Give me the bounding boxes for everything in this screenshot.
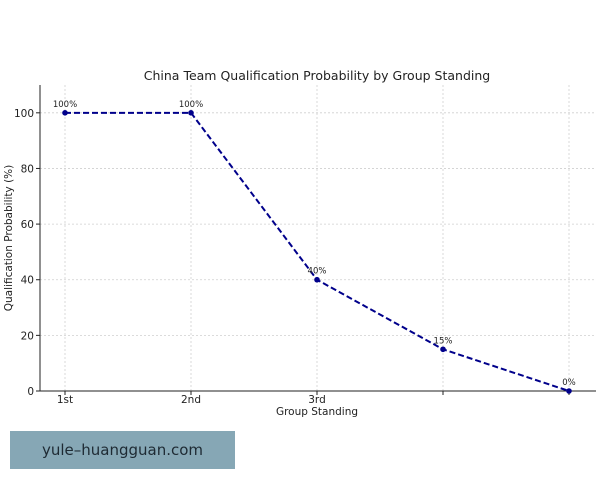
data-point: [440, 346, 446, 353]
y-tick-label: 40: [21, 275, 34, 287]
x-tick-label: 3rd: [308, 394, 325, 406]
data-point: [188, 110, 194, 116]
y-tick-label: 20: [21, 330, 34, 342]
data-label: 0%: [562, 378, 576, 388]
y-tick-label: 100: [14, 108, 34, 120]
data-label: 40%: [308, 267, 327, 277]
data-label: 100%: [179, 100, 203, 110]
series: 100% 100% 40% 15% 0%: [53, 100, 576, 394]
grid: [40, 85, 596, 392]
x-tick-label: 2nd: [181, 394, 201, 406]
axes: [39, 85, 596, 392]
y-ticks: 0 20 40 60 80 100: [14, 108, 40, 398]
watermark-banner: yule–huangguan.com: [10, 431, 235, 469]
y-axis-label: Qualification Probability (%): [3, 165, 15, 311]
data-point: [62, 110, 68, 116]
x-axis-label: Group Standing: [276, 406, 358, 418]
chart-title: China Team Qualification Probability by …: [144, 68, 490, 83]
data-point: [314, 276, 320, 283]
y-tick-label: 60: [21, 219, 34, 231]
y-tick-label: 80: [21, 163, 34, 175]
data-label: 15%: [434, 336, 453, 346]
y-tick-label: 0: [27, 386, 34, 398]
data-point: [566, 388, 572, 394]
x-tick-label: 1st: [57, 394, 73, 406]
x-ticks: 1st 2nd 3rd: [57, 391, 570, 406]
data-label: 100%: [53, 100, 77, 110]
